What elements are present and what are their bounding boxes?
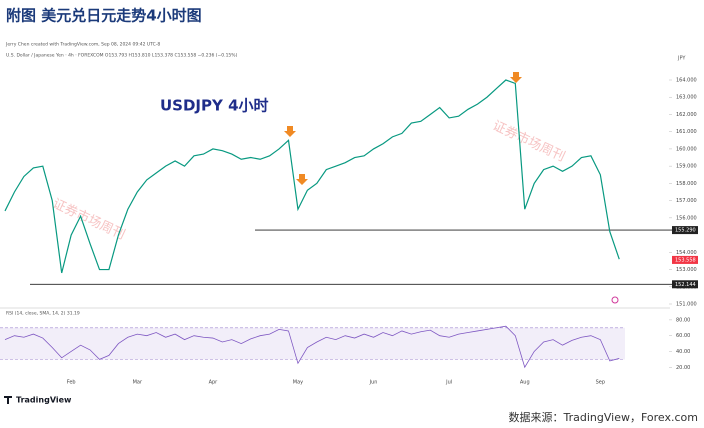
chart-header: Jerry Chen created with TradingView.com,… <box>5 42 160 48</box>
price-box <box>672 280 698 289</box>
x-tick-label: Sep <box>596 380 605 386</box>
price-label: 155.290 <box>675 228 696 234</box>
y-tick-label: 60.00 <box>676 333 690 339</box>
source: 数据来源：TradingView，Forex.com <box>509 410 698 424</box>
x-tick-label: Feb <box>67 380 76 386</box>
y-tick-label: 153.000 <box>676 267 697 273</box>
y-tick-label: 151.000 <box>676 302 697 308</box>
x-tick-label: Jun <box>369 380 378 386</box>
y-tick-label: 160.000 <box>676 146 697 152</box>
arrow <box>284 72 522 185</box>
page-title: 附图 美元兑日元走势4小时图 <box>6 7 202 25</box>
y-tick-label: 40.00 <box>676 349 690 355</box>
y-tick-label: 162.000 <box>676 112 697 118</box>
price-line <box>4 79 620 274</box>
logo-icon <box>4 396 12 404</box>
axis-unit: JPY <box>677 56 686 62</box>
y-tick-label: 80.00 <box>676 317 690 323</box>
chart-title: USDJPY 4小时 <box>160 97 269 115</box>
rsi-title: RSI (14, close, SMA, 14, 2) 31.19 <box>6 311 80 317</box>
price-box <box>672 226 698 235</box>
y-tick-label: 164.000 <box>676 78 697 84</box>
x-tick-label: Aug <box>520 380 530 386</box>
x-tick-label: Jul <box>445 380 452 386</box>
y-tick-label: 156.000 <box>676 215 697 221</box>
y-tick-label: 158.000 <box>676 181 697 187</box>
price-label: 152.144 <box>675 282 696 288</box>
rsi-line <box>4 325 620 369</box>
y-tick-label: 159.000 <box>676 164 697 170</box>
y-tick-label: 154.000 <box>676 250 697 256</box>
legend: U.S. Dollar / Japanese Yen · 4h · FOREXC… <box>6 53 238 59</box>
x-tick-label: Mar <box>133 380 143 386</box>
rsi-band <box>0 327 625 360</box>
last-price-box <box>672 255 698 264</box>
chart-frame <box>0 36 704 408</box>
y-tick-label: 20.00 <box>676 365 690 371</box>
y-tick-label: 157.000 <box>676 198 697 204</box>
logo: TradingView <box>16 396 72 405</box>
last-price-label: 153.558 <box>675 257 696 263</box>
alert-icon <box>611 296 619 304</box>
x-tick-label: Apr <box>209 380 219 386</box>
y-tick-label: 161.000 <box>676 129 697 135</box>
x-tick-label: May <box>293 380 303 386</box>
y-tick-label: 163.000 <box>676 95 697 101</box>
